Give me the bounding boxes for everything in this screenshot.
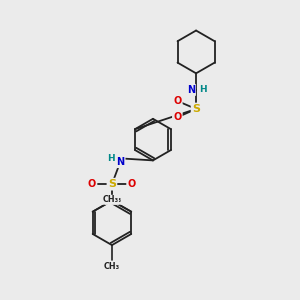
Text: H: H <box>107 154 114 164</box>
Text: O: O <box>88 179 96 189</box>
Text: H: H <box>199 85 206 94</box>
Text: O: O <box>128 179 136 189</box>
Text: N: N <box>187 85 195 95</box>
Text: CH₃: CH₃ <box>102 195 119 204</box>
Text: N: N <box>116 157 124 167</box>
Text: CH₃: CH₃ <box>105 195 122 204</box>
Text: S: S <box>192 104 200 114</box>
Text: S: S <box>108 179 116 189</box>
Text: O: O <box>173 112 182 122</box>
Text: O: O <box>173 96 182 106</box>
Text: CH₃: CH₃ <box>104 262 120 271</box>
